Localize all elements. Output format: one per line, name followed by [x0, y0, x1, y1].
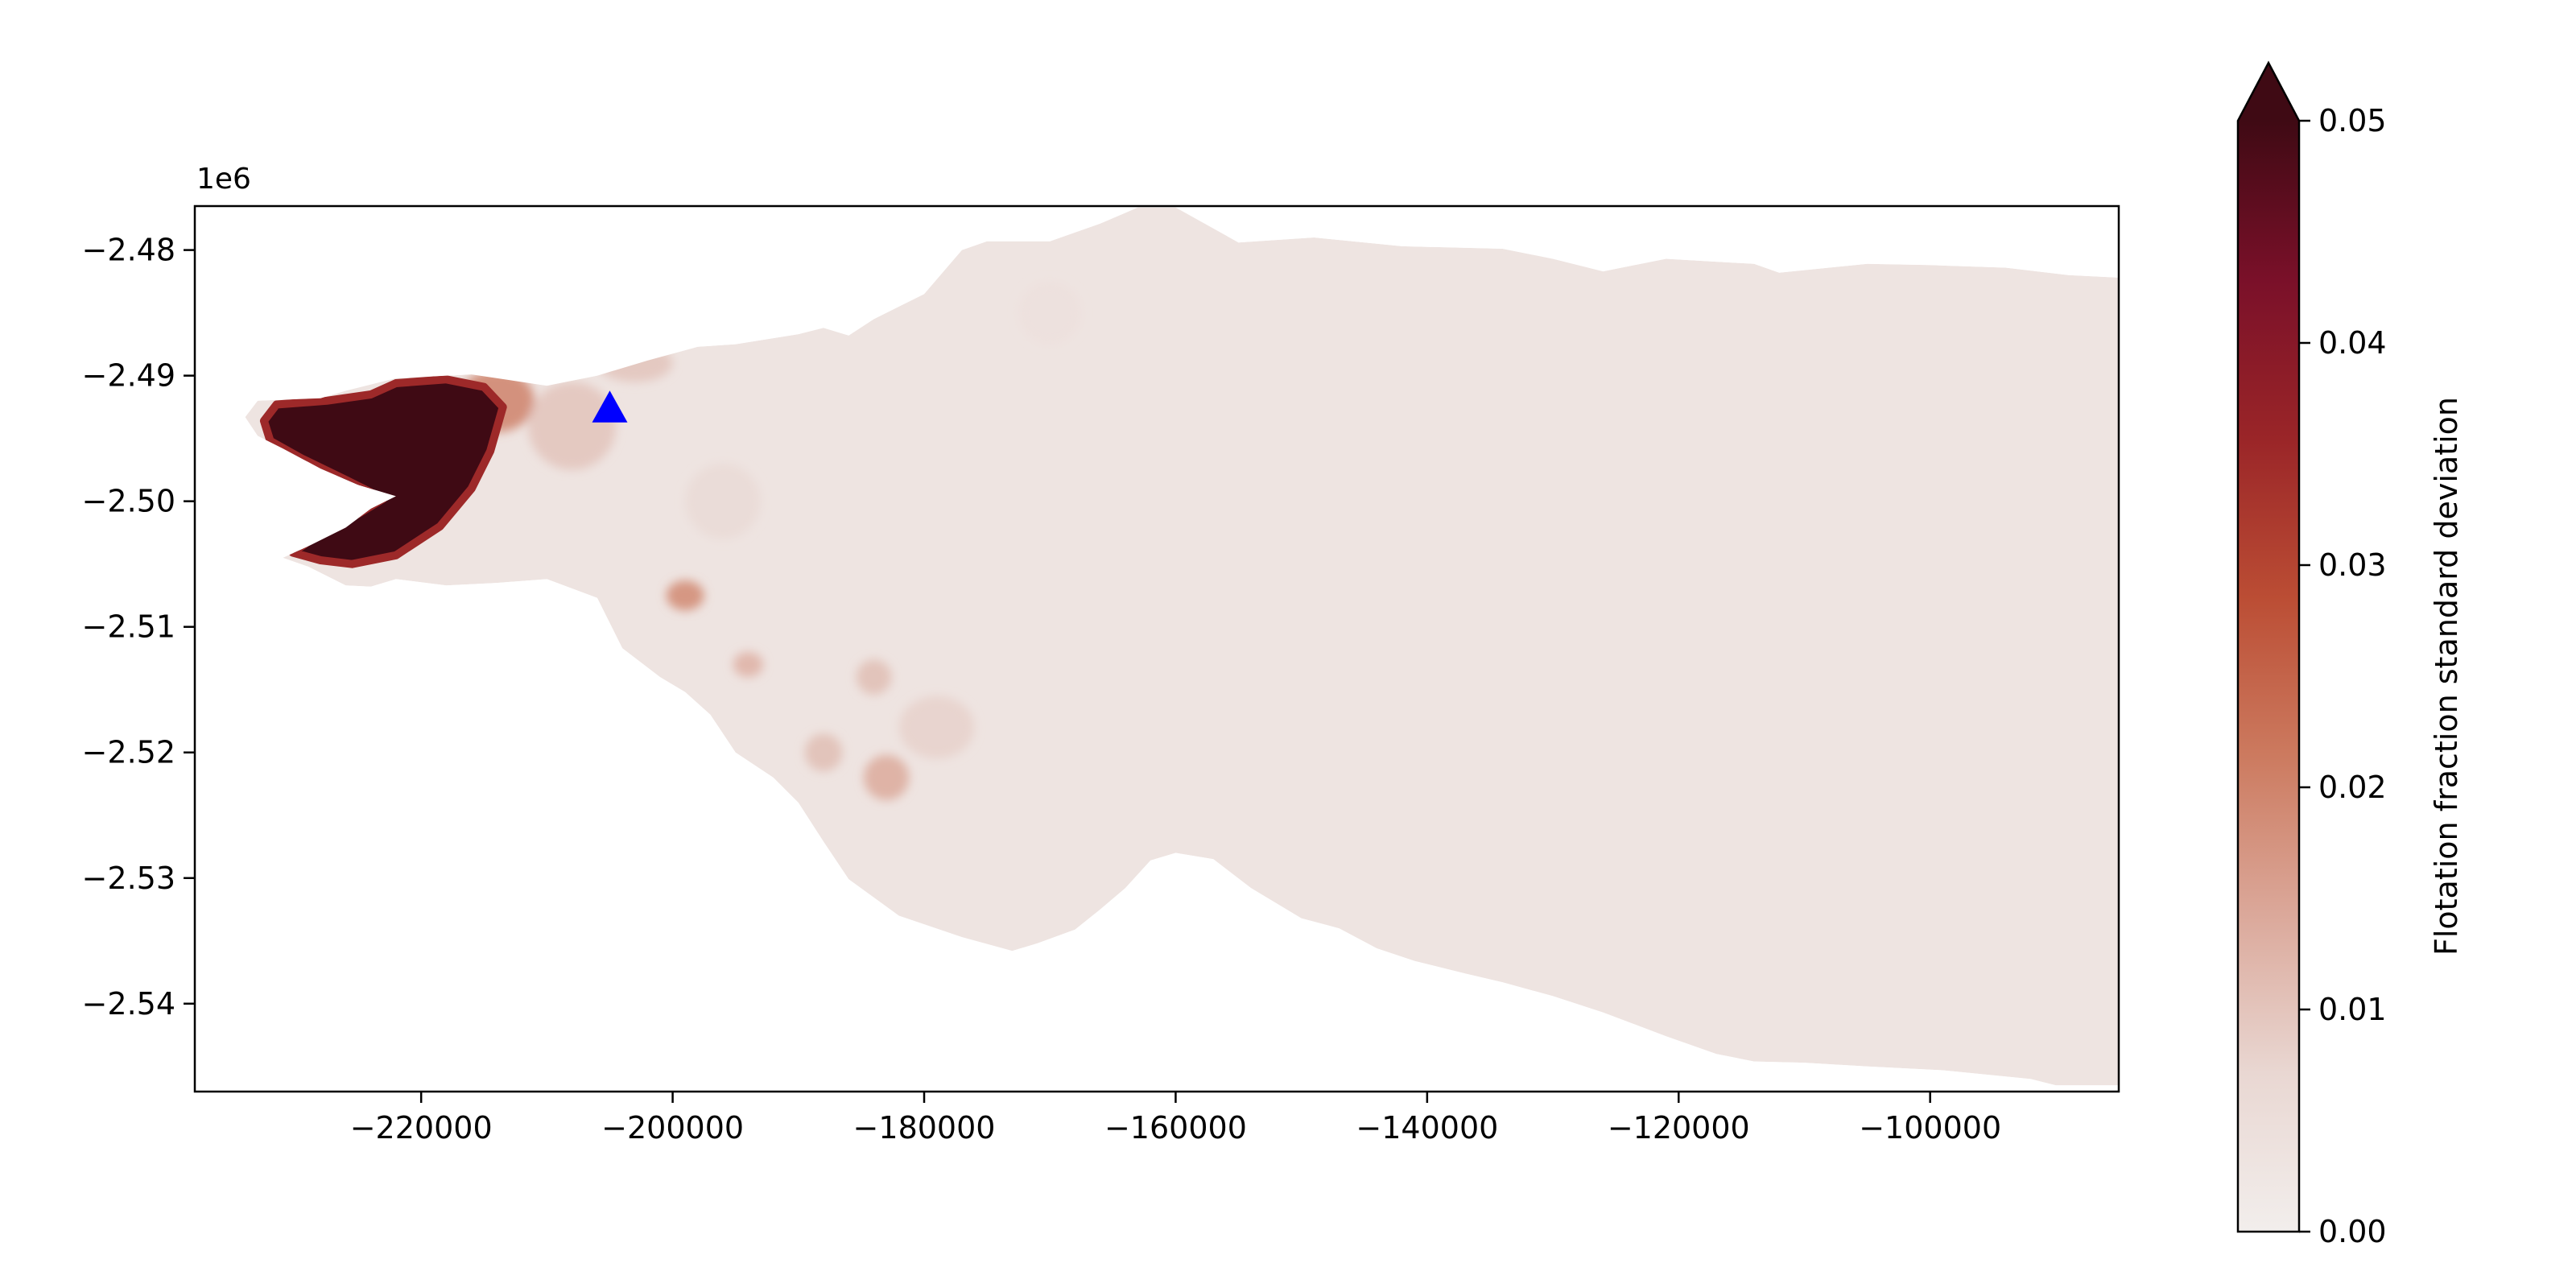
colorbar-frame — [2236, 60, 2301, 1233]
axes-frame — [193, 204, 2120, 1093]
field-hotspot — [804, 733, 843, 772]
plot-area — [245, 207, 2119, 1086]
x-tick-label: −140000 — [1356, 1110, 1498, 1146]
y-axis: −2.48 −2.49 −2.50 −2.51 −2.52 −2.53 −2.54 — [82, 233, 195, 1022]
field-hotspot — [597, 344, 673, 382]
x-tick-label: −100000 — [1859, 1110, 2001, 1146]
x-tick-label: −120000 — [1608, 1110, 1750, 1146]
y-tick-label: −2.49 — [82, 358, 175, 394]
colorbar-tick-label: 0.05 — [2318, 103, 2387, 138]
y-tick-label: −2.52 — [82, 735, 175, 770]
field-background — [245, 207, 2119, 1086]
colorbar-label: Flotation fraction standard deviation — [2429, 397, 2464, 956]
x-tick-label: −200000 — [601, 1110, 744, 1146]
x-tick-label: −220000 — [350, 1110, 493, 1146]
colorbar-extend-arrow — [2238, 63, 2299, 121]
field-hotspot — [666, 580, 704, 611]
colorbar: 0.00 0.01 0.02 0.03 0.04 0.05 Flotation fract… — [2236, 60, 2464, 1249]
y-tick-label: −2.53 — [82, 861, 175, 896]
colorbar-gradient — [2238, 121, 2299, 1232]
high-value-region — [259, 375, 507, 568]
field-hotspot — [1018, 281, 1082, 345]
field-hotspot — [864, 754, 910, 801]
field-hotspot — [685, 463, 761, 539]
x-tick-label: −180000 — [853, 1110, 996, 1146]
field-hotspot — [898, 696, 975, 759]
y-tick-label: −2.48 — [82, 233, 175, 268]
y-tick-label: −2.51 — [82, 609, 175, 645]
x-tick-label: −160000 — [1104, 1110, 1247, 1146]
colorbar-ticks: 0.00 0.01 0.02 0.03 0.04 0.05 — [2299, 103, 2387, 1249]
colorbar-tick-label: 0.03 — [2318, 547, 2387, 583]
y-tick-label: −2.54 — [82, 986, 175, 1022]
colorbar-tick-label: 0.01 — [2318, 992, 2387, 1027]
colorbar-tick-label: 0.02 — [2318, 770, 2387, 805]
colorbar-tick-label: 0.00 — [2318, 1214, 2387, 1249]
y-tick-label: −2.50 — [82, 484, 175, 519]
colorbar-tick-label: 0.04 — [2318, 325, 2387, 361]
field-hotspot — [856, 659, 892, 695]
x-axis: −220000 −200000 −180000 −160000 −140000 −1200… — [350, 1092, 2001, 1146]
ice-region — [245, 207, 2119, 1086]
site-marker — [592, 390, 628, 423]
y-offset-label: 1e6 — [196, 163, 251, 196]
field-hotspot — [733, 651, 764, 678]
field-hotspot — [527, 382, 617, 470]
